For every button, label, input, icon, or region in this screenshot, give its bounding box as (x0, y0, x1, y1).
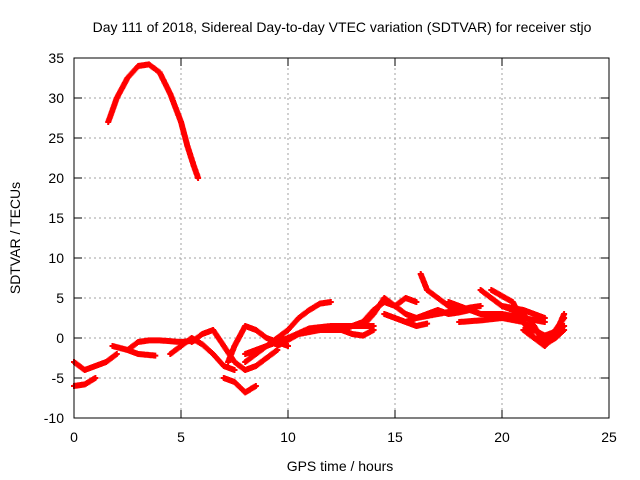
x-axis-label: GPS time / hours (287, 458, 394, 474)
x-tick-label: 25 (601, 429, 617, 445)
y-tick-label: 5 (56, 290, 64, 306)
series-markers (359, 295, 420, 329)
x-tick-label: 20 (494, 429, 510, 445)
series-markers (456, 315, 568, 339)
y-tick-label: 25 (48, 130, 64, 146)
y-tick-label: 0 (56, 330, 64, 346)
series-arc-23 (520, 311, 568, 349)
series-arc-3 (71, 375, 99, 389)
series-arc-1 (105, 61, 202, 181)
series-markers (188, 327, 281, 373)
y-tick-label: 35 (48, 50, 64, 66)
y-tick-label: 30 (48, 90, 64, 106)
y-axis-label: SDTVAR / TECUs (7, 182, 23, 294)
series-markers (71, 375, 99, 389)
y-tick-label: -10 (44, 410, 64, 426)
x-tick-label: 10 (280, 429, 296, 445)
series-arc-8 (220, 375, 259, 396)
y-tick-label: 20 (48, 170, 64, 186)
x-tick-label: 0 (70, 429, 78, 445)
series-markers (220, 375, 259, 396)
series-arc-2 (71, 351, 120, 373)
series-markers (520, 311, 568, 349)
series-markers (417, 271, 484, 313)
series-arc-7 (188, 327, 281, 373)
series-markers (71, 351, 120, 373)
plot-frame (73, 57, 610, 419)
series-markers (105, 61, 202, 181)
y-tick-label: -5 (52, 370, 65, 386)
series-arc-5 (124, 347, 159, 359)
axis-ticks: -10 -5 0 5 10 15 20 25 30 35 0 5 10 15 20 25 (44, 50, 617, 445)
chart-title: Day 111 of 2018, Sidereal Day-to-day VTE… (93, 19, 592, 35)
x-tick-label: 15 (387, 429, 403, 445)
series-arc-17 (417, 271, 484, 313)
grid (74, 58, 609, 418)
data-series (71, 61, 568, 396)
y-tick-label: 10 (48, 250, 64, 266)
x-tick-label: 5 (177, 429, 185, 445)
series-markers (124, 347, 159, 359)
y-tick-label: 15 (48, 210, 64, 226)
series-arc-21 (456, 315, 568, 339)
series-arc-14 (359, 295, 420, 329)
